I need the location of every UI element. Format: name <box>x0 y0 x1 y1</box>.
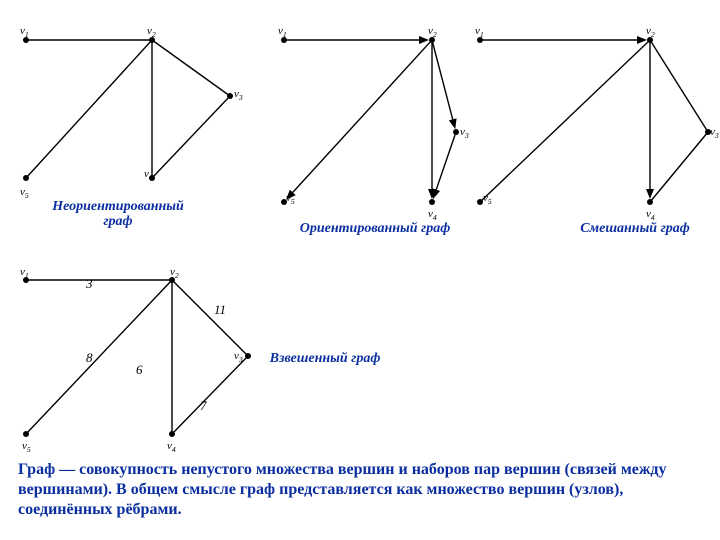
vertex <box>227 93 233 99</box>
vertex <box>477 199 483 205</box>
arrowhead <box>432 188 440 199</box>
graphs-stage <box>0 0 720 540</box>
edge <box>650 40 708 132</box>
vertex <box>281 199 287 205</box>
arrowhead <box>637 36 647 44</box>
vertex <box>453 129 459 135</box>
edge <box>152 40 230 96</box>
edge <box>480 40 650 202</box>
vertex <box>647 37 653 43</box>
vertex <box>23 175 29 181</box>
vertex <box>429 199 435 205</box>
vertex <box>169 277 175 283</box>
vertex <box>149 37 155 43</box>
arrowhead <box>449 118 457 129</box>
edge <box>433 43 453 120</box>
vertex <box>149 175 155 181</box>
edge <box>26 280 172 434</box>
vertex <box>705 129 711 135</box>
vertex <box>169 431 175 437</box>
vertex <box>647 199 653 205</box>
vertex <box>281 37 287 43</box>
edge <box>172 356 248 434</box>
vertex <box>23 277 29 283</box>
edge <box>172 280 248 356</box>
vertex <box>477 37 483 43</box>
edge <box>650 132 708 202</box>
edge <box>26 40 152 178</box>
arrowhead <box>646 189 654 199</box>
vertex <box>429 37 435 43</box>
edge <box>436 135 455 190</box>
edge <box>293 42 430 192</box>
edge <box>152 96 230 178</box>
vertex <box>23 37 29 43</box>
arrowhead <box>419 36 429 44</box>
vertex <box>23 431 29 437</box>
vertex <box>245 353 251 359</box>
